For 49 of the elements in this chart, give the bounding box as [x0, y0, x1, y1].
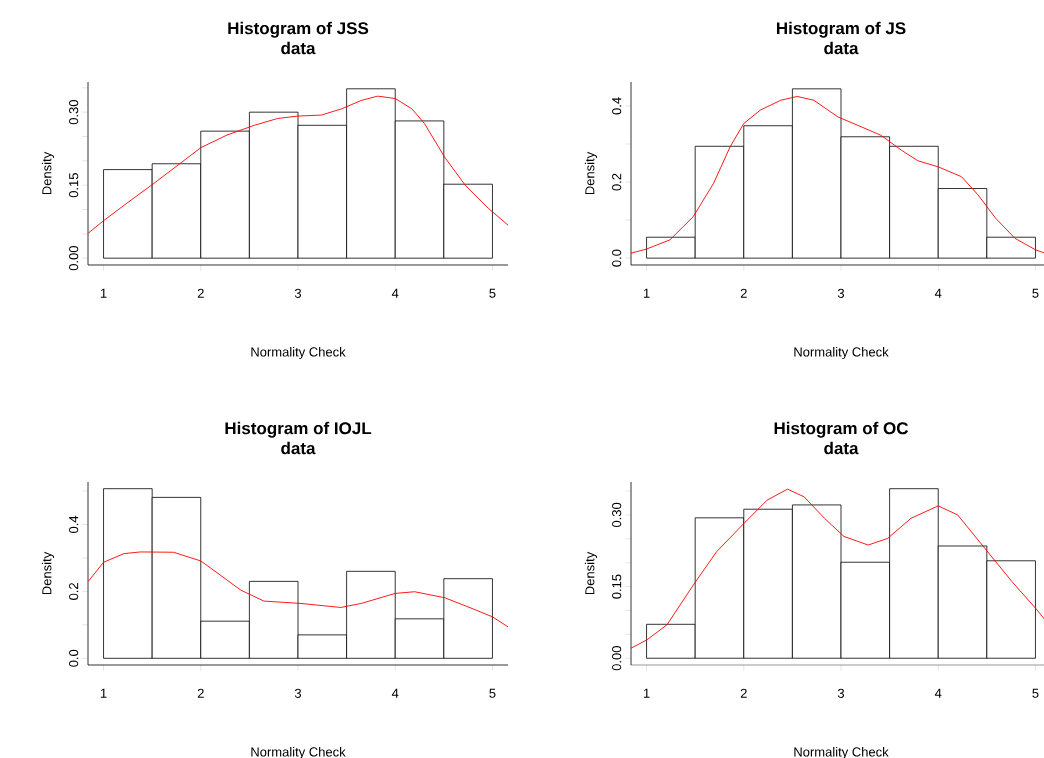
line-series	[631, 96, 1044, 254]
x-tick-label: 2	[740, 288, 747, 298]
y-tick-label: 0.30	[69, 100, 79, 125]
line-series	[88, 551, 508, 628]
x-tick-label: 4	[934, 688, 942, 698]
x-tick-label: 3	[837, 288, 845, 298]
chart-title: Histogram of JSS	[228, 21, 369, 38]
x-tick-label: 5	[1032, 688, 1039, 698]
y-axis-title: Density	[41, 151, 54, 195]
y-tick-label: 0.15	[612, 574, 622, 599]
chart-subtitle: data	[281, 41, 316, 55]
y-tick-label: 0.0	[69, 649, 79, 667]
x-tick-label: 1	[643, 288, 650, 298]
x-tick-label: 2	[197, 688, 204, 698]
x-tick-label: 1	[643, 688, 650, 698]
line-series	[88, 95, 508, 234]
y-tick-label: 0.15	[69, 173, 79, 198]
chart-title: Histogram of OC	[774, 421, 909, 438]
y-tick-label: 0.0	[612, 249, 622, 267]
chart-subtitle: data	[824, 441, 859, 455]
x-tick-label: 5	[489, 688, 496, 698]
x-tick-label: 3	[294, 688, 302, 698]
x-tick-label: 4	[391, 288, 399, 298]
x-tick-label: 3	[837, 688, 845, 698]
x-tick-label: 2	[197, 288, 204, 298]
chart-subtitle: data	[824, 41, 859, 55]
y-tick-label: 0.4	[612, 97, 622, 115]
x-tick-label: 3	[294, 288, 302, 298]
x-axis-title: Normality Check	[794, 346, 889, 360]
x-tick-label: 4	[391, 688, 399, 698]
x-tick-label: 1	[100, 288, 107, 298]
y-tick-label: 0.00	[612, 646, 622, 671]
y-axis-title: Density	[41, 551, 54, 595]
y-axis-title: Density	[584, 551, 597, 595]
x-axis-title: Normality Check	[251, 346, 346, 360]
x-tick-label: 2	[740, 688, 747, 698]
x-tick-label: 4	[934, 288, 942, 298]
x-tick-label: 1	[100, 688, 107, 698]
y-tick-label: 0.4	[69, 515, 79, 534]
x-tick-label: 5	[1032, 288, 1039, 298]
chart-title: Histogram of JS	[776, 21, 906, 38]
y-tick-label: 0.2	[612, 173, 622, 191]
y-tick-label: 0.00	[69, 246, 79, 271]
y-axis-title: Density	[584, 151, 597, 195]
chart-subtitle: data	[281, 441, 316, 455]
chart-title: Histogram of IOJL	[225, 421, 372, 438]
y-tick-label: 0.30	[612, 502, 622, 528]
y-tick-label: 0.2	[69, 583, 79, 600]
x-tick-label: 5	[489, 288, 496, 298]
